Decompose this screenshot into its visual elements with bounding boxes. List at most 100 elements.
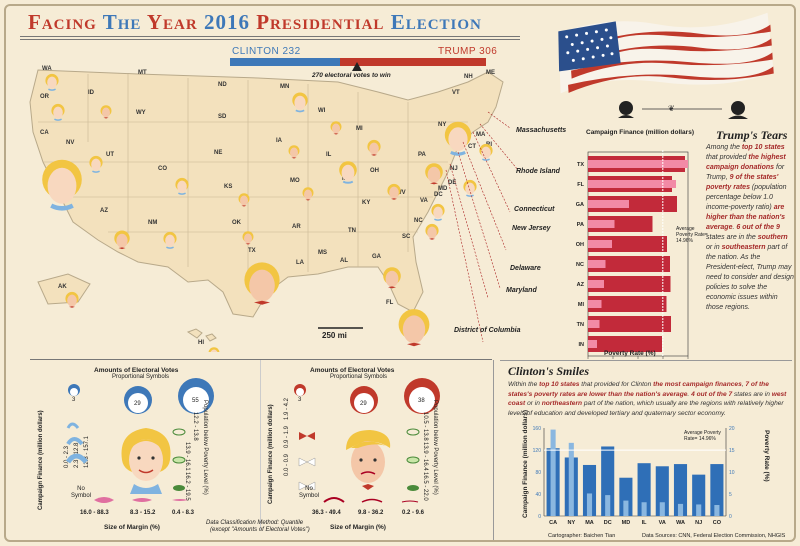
clinton-right-tick: 10	[729, 470, 735, 476]
trump-face-icon	[302, 187, 314, 201]
clinton-face-icon	[292, 92, 308, 113]
trump-panel-title: Trump's Tears	[716, 128, 788, 142]
state-label-nd: ND	[218, 82, 227, 88]
trump-electoral-label: TRUMP 306	[438, 46, 498, 57]
trump-bar-finance	[588, 260, 606, 268]
state-label-ut: UT	[106, 152, 114, 158]
clinton-face-icon	[51, 103, 65, 121]
title-rule	[20, 39, 520, 40]
svg-text:❦: ❦	[668, 104, 675, 113]
legend-divider	[260, 360, 261, 530]
title-word: The	[102, 10, 142, 34]
trump-cf-label: Campaign Finance (million dollars)	[268, 404, 274, 504]
clinton-ev-mid: 29	[134, 401, 141, 407]
title-word: Election	[390, 10, 482, 34]
trump-bar-finance	[588, 320, 600, 328]
clinton-chart-ylabel: Campaign Finance (million dollars)	[522, 410, 529, 518]
clinton-face-icon	[175, 177, 189, 195]
clinton-pov-1: 12.2 - 13.8	[192, 412, 198, 441]
clinton-chart-category: VA	[659, 520, 666, 526]
trump-ev-symbols	[294, 378, 440, 414]
state-label-oh: OH	[370, 168, 379, 174]
state-label-or: OR	[40, 94, 50, 100]
trump-chart-category: TX	[577, 162, 584, 168]
state-label-mt: MT	[138, 70, 147, 76]
callout-maryland: Maryland	[506, 287, 537, 294]
state-label-va: VA	[420, 198, 429, 204]
clinton-face-icon	[208, 347, 220, 352]
clinton-bar-finance	[605, 495, 611, 516]
state-label-wi: WI	[318, 108, 326, 114]
clinton-chart-category: NJ	[695, 520, 702, 526]
trump-chart-category: IN	[579, 342, 585, 348]
trump-bar-finance	[588, 180, 676, 188]
clinton-bar-poverty	[692, 474, 706, 516]
trump-bar-finance	[588, 280, 604, 288]
trump-chart-xlabel: Poverty Rate (%)	[604, 350, 656, 357]
clinton-margin-2: 8.3 - 15.2	[130, 510, 156, 516]
clinton-electoral-bar	[230, 58, 340, 66]
clinton-bar-poverty	[655, 466, 669, 516]
trump-bar-finance	[588, 240, 612, 248]
clinton-face-icon	[45, 73, 59, 91]
poster-frame	[4, 4, 796, 542]
scale-label: 250 mi	[322, 331, 347, 340]
state-label-ar: AR	[292, 224, 301, 230]
callout-rhode-island: Rhode Island	[516, 168, 560, 175]
clinton-bar-poverty	[582, 464, 597, 516]
trump-chart-category: PA	[577, 222, 584, 228]
clinton-silhouette-icon	[619, 101, 633, 115]
clinton-bar-poverty	[637, 463, 651, 516]
trump-cf-1: 0.0 - 0.9	[284, 453, 290, 476]
state-label-md: MD	[438, 186, 448, 192]
trump-chart-category: MI	[578, 302, 585, 308]
trump-bar-finance	[588, 200, 629, 208]
section-divider	[30, 359, 492, 360]
clinton-chart-category: WA	[676, 520, 685, 526]
trump-face-icon	[100, 105, 112, 119]
clinton-face-icon	[163, 231, 177, 249]
clinton-face-icon	[431, 203, 445, 221]
trump-bar-poverty	[588, 336, 662, 352]
clinton-face-icon	[479, 143, 493, 161]
trump-ev-max: 38	[418, 398, 425, 404]
state-label-ma: MA	[476, 132, 486, 138]
clinton-left-tick: 40	[535, 492, 541, 498]
state-label-ct: CT	[468, 144, 476, 150]
clinton-pov-eye-symbols	[172, 428, 186, 491]
clinton-right-tick: 15	[729, 448, 735, 454]
clinton-face-icon	[463, 179, 477, 197]
clinton-finance-chart: 0 40 80 120 160 0 5 10 15 20 CA NY MA DC MD IL VA WA NJ CO	[533, 426, 735, 526]
clinton-chart-category: DC	[604, 520, 612, 526]
trump-chart-category: GA	[576, 202, 584, 208]
clinton-bar-poverty	[673, 464, 688, 516]
clinton-ev-symbols	[68, 378, 214, 414]
state-label-mo: MO	[290, 178, 300, 184]
clinton-bar-finance	[568, 442, 574, 516]
clinton-face-icon	[444, 121, 472, 156]
clinton-chart-ylabel-right: Poverty Rate (%)	[763, 430, 770, 482]
clinton-face-icon	[42, 159, 82, 211]
section-divider-vertical	[493, 360, 494, 540]
state-label-la: LA	[296, 260, 305, 266]
state-label-mn: MN	[280, 84, 289, 90]
state-label-nh: NH	[464, 74, 473, 80]
clinton-chart-category: NY	[567, 520, 575, 526]
clinton-pov-label: Population below Poverty Level (%)	[202, 400, 208, 495]
trump-face-icon	[425, 223, 439, 240]
clinton-face-icon	[339, 161, 357, 184]
state-label-nm: NM	[148, 220, 157, 226]
title-rule	[20, 36, 520, 37]
callout-massachusetts: Massachusetts	[516, 127, 567, 134]
win-threshold-marker	[352, 62, 362, 71]
callout-delaware: Delaware	[510, 265, 541, 272]
state-label-az: AZ	[100, 208, 108, 214]
clinton-margin-1: 16.0 - 88.3	[80, 510, 109, 516]
trump-face-icon	[330, 121, 342, 135]
state-label-pa: PA	[418, 152, 427, 158]
trump-chart-category: AZ	[577, 282, 585, 288]
trump-bar-poverty	[588, 256, 670, 272]
clinton-chart-category: CO	[713, 520, 722, 526]
clinton-ev-legend-title: Amounts of Electoral Votes	[94, 367, 179, 374]
state-label-ak: AK	[58, 284, 67, 290]
